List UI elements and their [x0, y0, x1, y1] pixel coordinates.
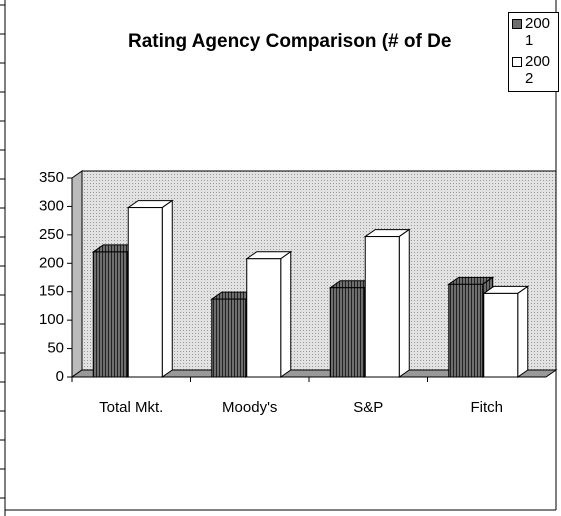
legend-item: 2002 [512, 53, 558, 87]
bar-front [246, 258, 282, 378]
bar-front [448, 283, 484, 378]
x-tick-label: Total Mkt. [99, 399, 163, 416]
bar-front [211, 298, 247, 378]
y-tick-label: 300 [39, 197, 64, 214]
bar-side [280, 250, 292, 378]
bar [363, 228, 411, 378]
legend-label: 2001 [525, 15, 551, 49]
x-tick-label: Fitch [470, 399, 503, 416]
bar-front [483, 292, 519, 378]
bar-front [364, 236, 400, 378]
y-tick-label: 350 [39, 169, 64, 186]
legend: 2001 2002 [508, 12, 559, 92]
legend-item: 2001 [512, 15, 558, 49]
frame-ticks [0, 4, 5, 499]
bar-front [329, 287, 365, 378]
bar-side [161, 199, 173, 378]
y-tick-label: 50 [47, 340, 64, 357]
bar [245, 250, 293, 378]
bar-front [92, 251, 128, 378]
y-tick-label: 250 [39, 226, 64, 243]
legend-label: 2002 [525, 53, 551, 87]
y-tick-label: 0 [56, 368, 64, 385]
bar-side [398, 228, 410, 378]
bar [482, 285, 530, 378]
x-tick-label: Moody's [222, 399, 277, 416]
bar-front [127, 207, 163, 378]
y-tick-label: 200 [39, 254, 64, 271]
x-tick-label: S&P [353, 399, 383, 416]
y-tick-label: 150 [39, 283, 64, 300]
chart-title: Rating Agency Comparison (# of De [128, 31, 451, 52]
y-tick-label: 100 [39, 311, 64, 328]
bar-side [517, 285, 529, 378]
legend-swatch [512, 19, 522, 29]
side-wall [71, 170, 83, 378]
legend-swatch [512, 57, 522, 67]
bar [126, 199, 174, 378]
